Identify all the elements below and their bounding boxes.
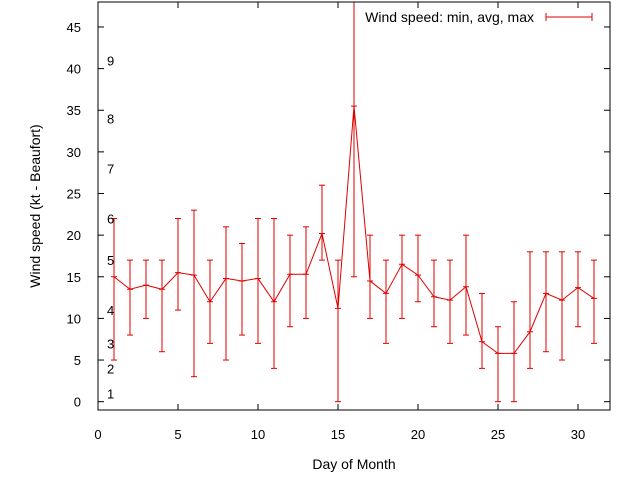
avg-point	[143, 282, 149, 289]
y-tick-label: 10	[67, 311, 81, 326]
avg-point	[239, 277, 245, 284]
avg-point	[287, 271, 293, 278]
y-tick-label: 30	[67, 145, 81, 160]
avg-point	[191, 272, 197, 279]
y-tick-label: 0	[74, 395, 81, 410]
x-tick-label: 30	[571, 427, 585, 442]
avg-point	[271, 298, 277, 305]
avg-point	[303, 271, 309, 278]
avg-point	[495, 350, 501, 357]
avg-point	[527, 328, 533, 335]
y-tick-label: 15	[67, 270, 81, 285]
avg-point	[319, 230, 325, 237]
x-tick-label: 25	[491, 427, 505, 442]
x-axis-title: Day of Month	[312, 456, 395, 472]
avg-point	[207, 298, 213, 305]
avg-point	[447, 297, 453, 304]
x-tick-label: 20	[411, 427, 425, 442]
beaufort-label: 5	[107, 253, 114, 268]
y-tick-label: 25	[67, 187, 81, 202]
y-tick-label: 20	[67, 228, 81, 243]
avg-point	[367, 277, 373, 284]
y-axis-title: Wind speed (kt - Beaufort)	[27, 124, 43, 287]
y-tick-label: 40	[67, 62, 81, 77]
beaufort-label: 1	[107, 386, 114, 401]
avg-point	[383, 290, 389, 297]
beaufort-label: 7	[107, 162, 114, 177]
legend-label: Wind speed: min, avg, max	[365, 9, 534, 25]
avg-point	[543, 290, 549, 297]
beaufort-label: 3	[107, 336, 114, 351]
avg-point	[415, 272, 421, 279]
avg-point	[511, 350, 517, 357]
beaufort-label: 4	[107, 303, 114, 318]
avg-point	[431, 293, 437, 300]
avg-point	[575, 284, 581, 291]
avg-point	[255, 275, 261, 282]
y-tick-label: 5	[74, 353, 81, 368]
avg-point	[335, 305, 341, 312]
avg-point	[463, 283, 469, 290]
beaufort-scale: 1 2 3 4 5 6 7 8 9	[107, 53, 114, 401]
x-tick-label: 10	[251, 427, 265, 442]
beaufort-label: 2	[107, 361, 114, 376]
avg-point	[351, 103, 357, 110]
avg-point	[223, 275, 229, 282]
avg-point	[399, 261, 405, 268]
legend: Wind speed: min, avg, max	[365, 9, 593, 25]
avg-point	[591, 295, 597, 302]
beaufort-label: 8	[107, 112, 114, 127]
avg-point	[479, 338, 485, 345]
y-tick-label: 35	[67, 103, 81, 118]
error-bar-marks	[111, 1, 597, 403]
avg-point	[111, 273, 117, 280]
x-tick-label: 0	[94, 427, 101, 442]
y-tick-label: 45	[67, 20, 81, 35]
avg-point	[175, 269, 181, 276]
avg-point	[159, 286, 165, 293]
x-tick-label: 15	[331, 427, 345, 442]
beaufort-label: 9	[107, 53, 114, 68]
x-tick-label: 5	[174, 427, 181, 442]
beaufort-label: 6	[107, 211, 114, 226]
avg-point	[127, 286, 133, 293]
plot-frame	[97, 1, 611, 411]
avg-point	[559, 297, 565, 304]
